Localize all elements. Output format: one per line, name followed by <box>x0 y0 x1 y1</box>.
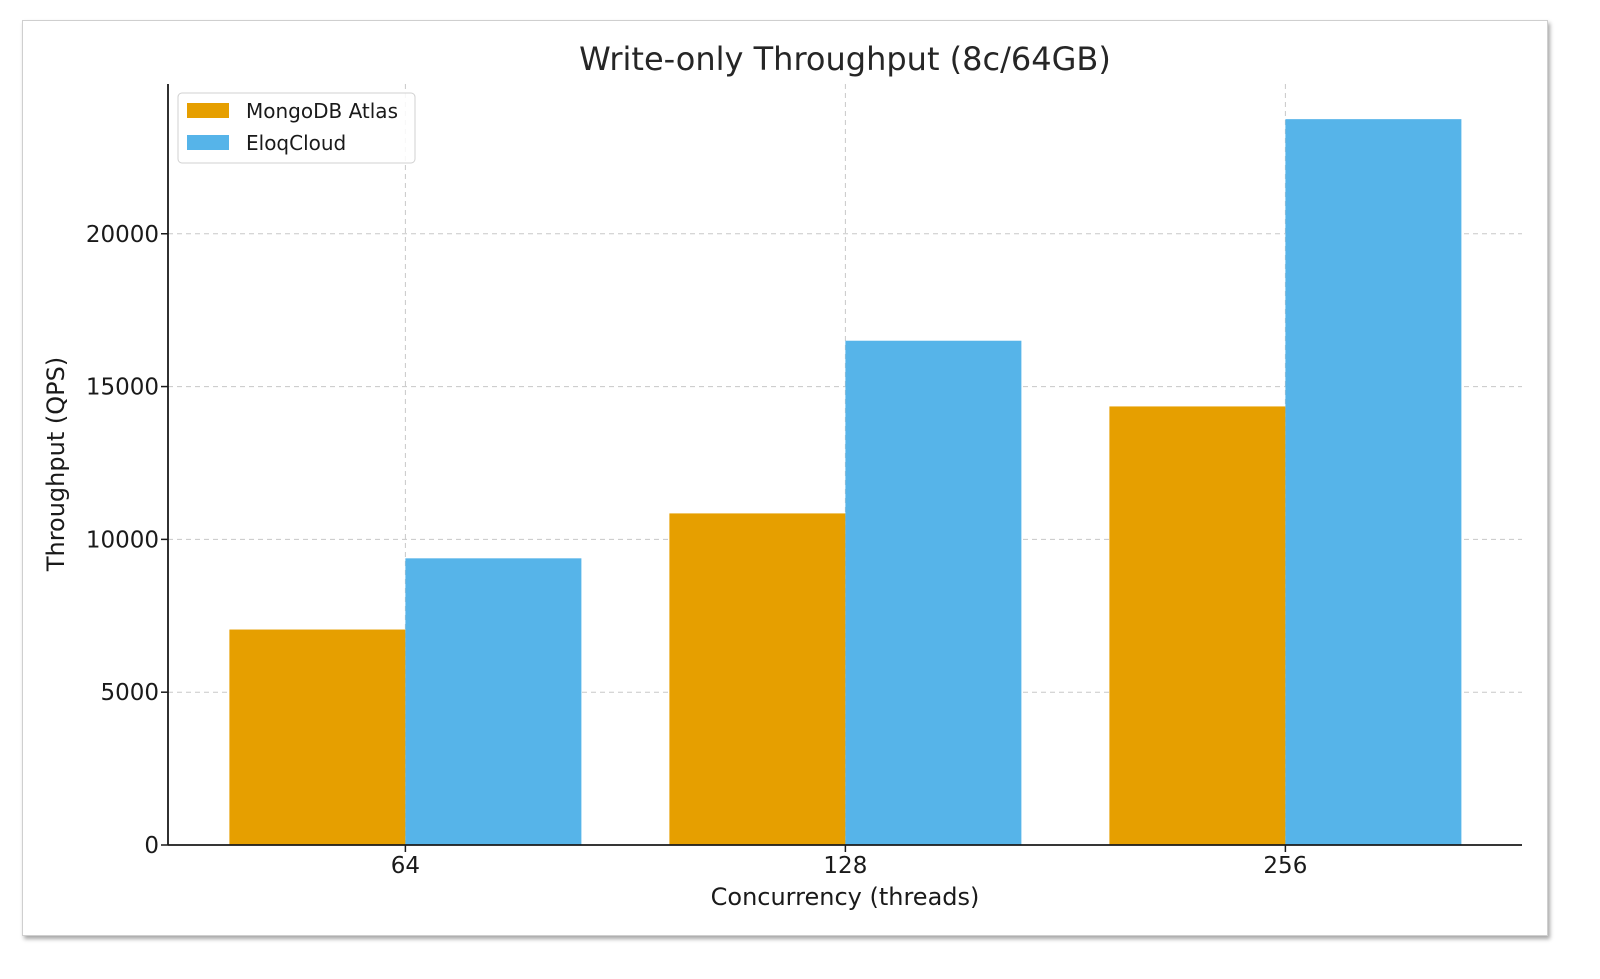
legend-box <box>177 92 416 164</box>
bar-mongodb-atlas-256 <box>1109 406 1286 845</box>
x-tick-label: 128 <box>823 853 867 879</box>
bars <box>229 119 1462 845</box>
ticks: 0 5000 10000 15000 20000 64 128 256 <box>86 222 1308 879</box>
bar-mongodb-atlas-64 <box>229 629 406 845</box>
legend-label: EloqCloud <box>246 131 346 155</box>
legend-label: MongoDB Atlas <box>246 99 398 123</box>
bar-eloqcloud-128 <box>845 340 1022 845</box>
legend-swatch <box>187 135 229 150</box>
legend: MongoDB Atlas EloqCloud <box>177 92 416 164</box>
chart-title: Write-only Throughput (8c/64GB) <box>579 40 1111 78</box>
y-tick-label: 20000 <box>86 222 159 248</box>
y-tick-label: 5000 <box>100 680 159 706</box>
x-tick-label: 256 <box>1263 853 1307 879</box>
y-tick-label: 0 <box>144 833 159 859</box>
x-tick-label: 64 <box>391 853 420 879</box>
bar-eloqcloud-256 <box>1285 119 1462 845</box>
x-axis-label: Concurrency (threads) <box>711 883 980 911</box>
bar-eloqcloud-64 <box>405 558 582 845</box>
y-tick-label: 10000 <box>86 527 159 553</box>
bar-mongodb-atlas-128 <box>669 513 846 845</box>
legend-swatch <box>187 103 229 118</box>
y-axis-label: Throughput (QPS) <box>42 357 70 572</box>
y-tick-label: 15000 <box>86 375 159 401</box>
